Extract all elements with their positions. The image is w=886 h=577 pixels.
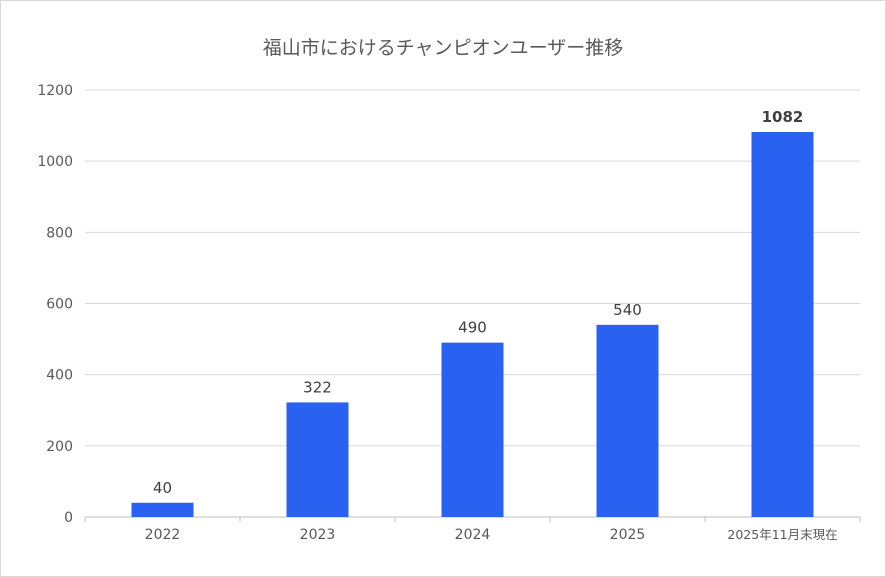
y-tick-label: 1200 — [37, 83, 73, 99]
y-tick-label: 800 — [46, 225, 73, 241]
x-category-label: 2025年11月末現在 — [727, 527, 837, 542]
bar-2022 — [131, 502, 194, 517]
data-label: 490 — [458, 319, 487, 337]
y-tick-label: 200 — [46, 439, 73, 455]
bar-2025年11月末現在 — [751, 131, 814, 517]
data-label: 40 — [153, 479, 172, 497]
data-label: 322 — [303, 378, 332, 396]
bar-2025 — [596, 324, 659, 517]
chart-title: 福山市におけるチャンピオンユーザー推移 — [262, 37, 624, 59]
x-category-label: 2024 — [455, 527, 491, 543]
bar-2023 — [286, 402, 349, 517]
y-tick-label: 600 — [46, 297, 73, 313]
data-label: 1082 — [762, 108, 804, 126]
bar-2024 — [441, 342, 504, 517]
x-category-label: 2022 — [145, 527, 181, 543]
x-category-label: 2023 — [300, 527, 336, 543]
y-tick-label: 1000 — [37, 154, 73, 170]
x-category-label: 2025 — [610, 527, 646, 543]
data-label: 540 — [613, 301, 642, 319]
y-tick-label: 0 — [64, 510, 73, 526]
y-tick-label: 400 — [46, 368, 73, 384]
